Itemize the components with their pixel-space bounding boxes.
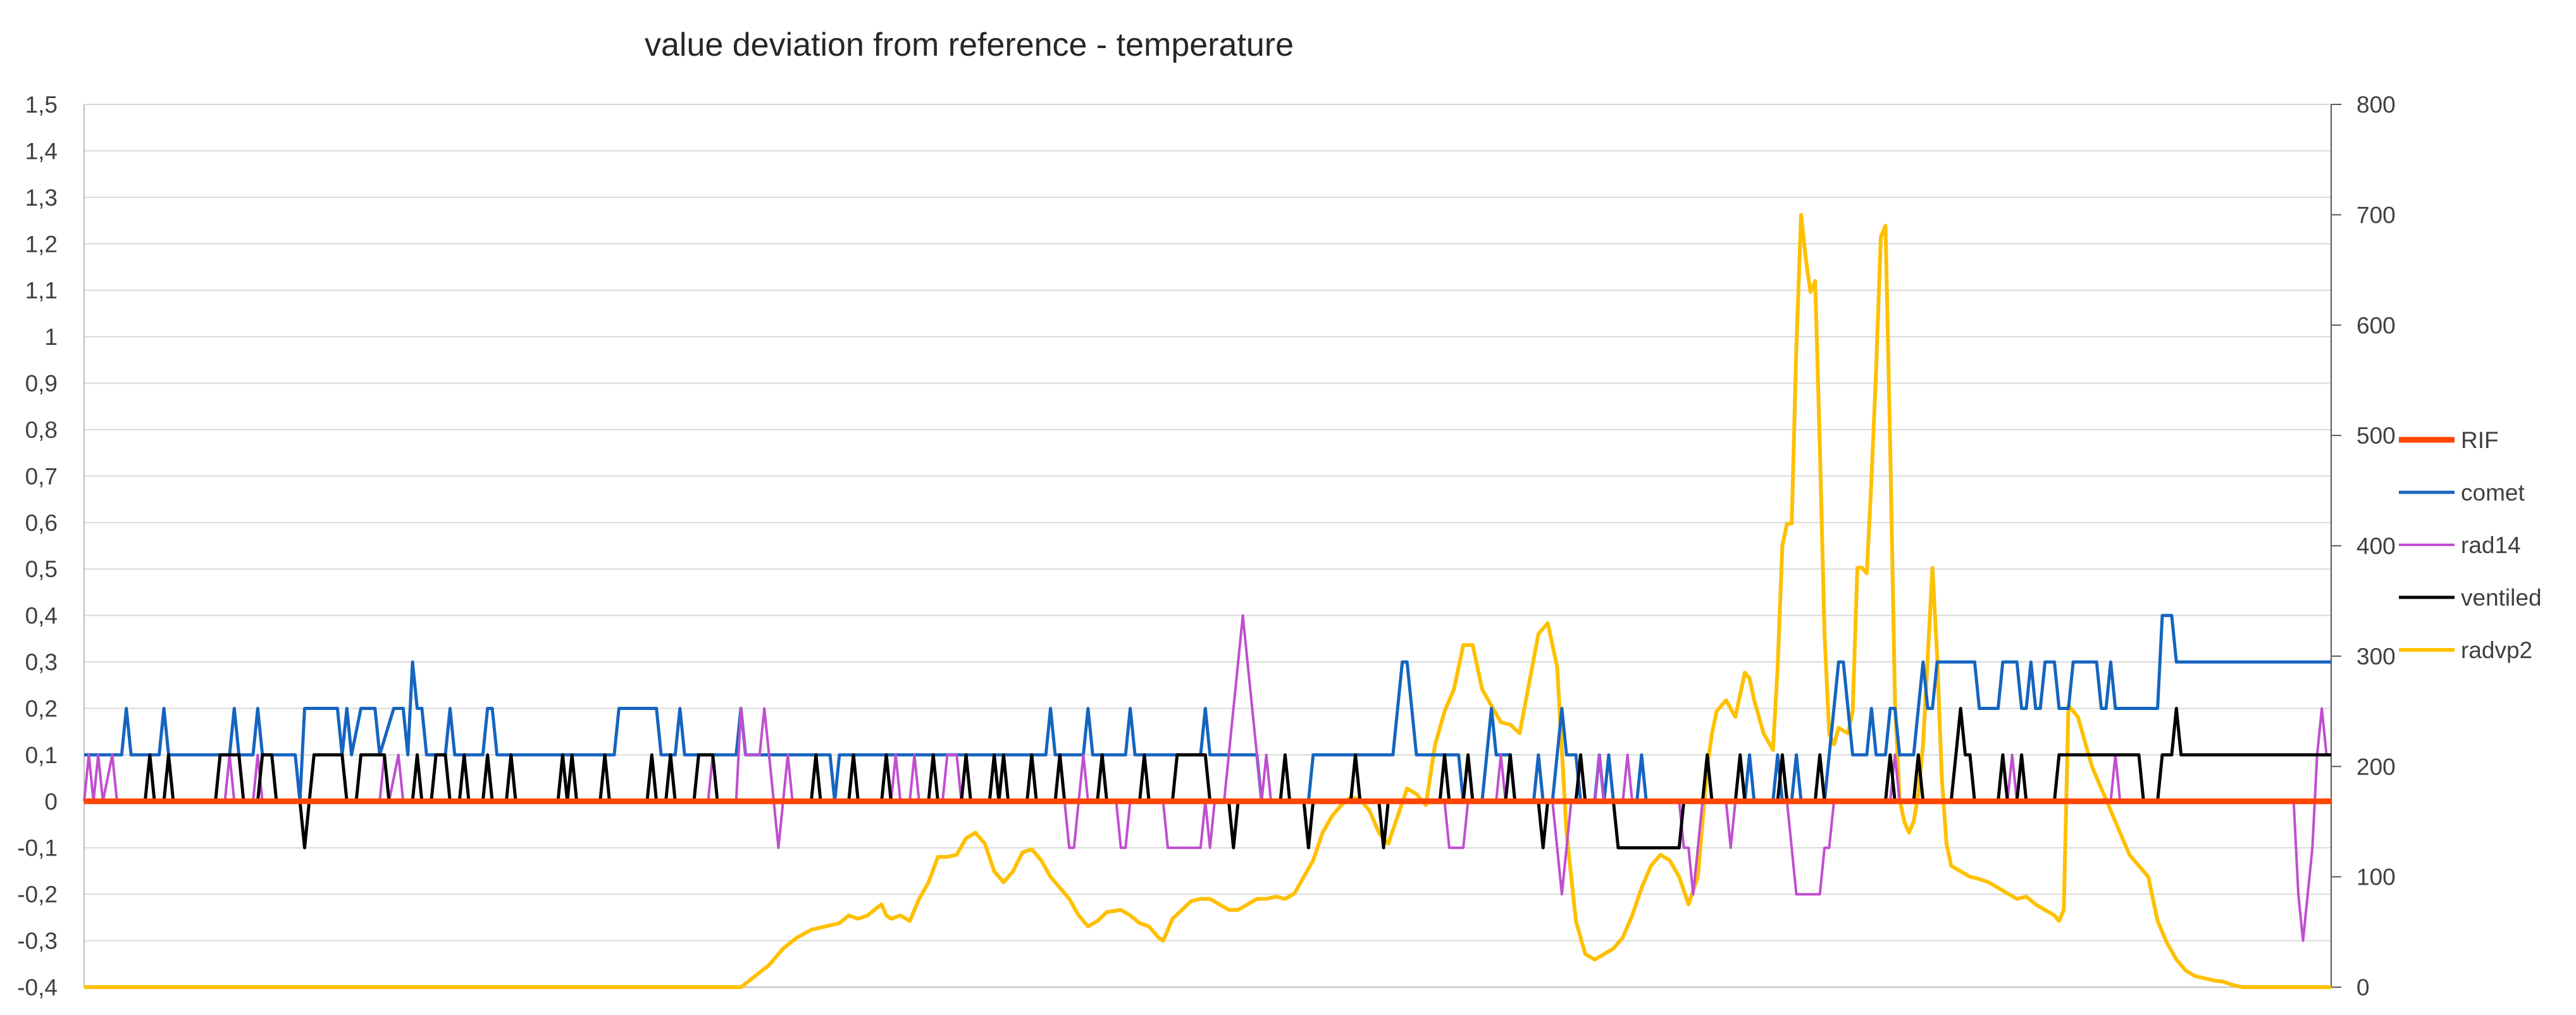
y-left-tick-label: 1,2	[25, 231, 58, 257]
y-left-tick-label: -0,2	[17, 881, 58, 907]
legend-label-comet: comet	[2461, 480, 2525, 506]
y-left-tick-label: 0,3	[25, 649, 58, 675]
y-left-tick-label: -0,3	[17, 928, 58, 954]
legend-label-ventiled: ventiled	[2461, 585, 2542, 611]
y-right-tick-label: 400	[2356, 533, 2396, 559]
y-left-tick-label: 0,2	[25, 695, 58, 721]
y-right-tick-label: 300	[2356, 644, 2396, 669]
y-left-tick-label: 0,9	[25, 371, 58, 397]
legend: RIF comet rad14 ventiled radvp2	[2399, 427, 2542, 663]
y-left-tick-label: 0,4	[25, 603, 58, 629]
y-left-tick-label: 0,5	[25, 556, 58, 582]
axes	[84, 104, 2332, 988]
y-left-tick-label: 1,5	[25, 92, 58, 118]
y-right-tick-label: 200	[2356, 754, 2396, 780]
y-left-tick-label: 0,7	[25, 463, 58, 489]
y-right-tick-label: 700	[2356, 202, 2396, 228]
y-left-tick-label: 0,8	[25, 417, 58, 443]
y-right-tick-label: 0	[2356, 975, 2370, 1000]
y-left-tick-label: 0,6	[25, 510, 58, 536]
y-right-tick-label: 500	[2356, 423, 2396, 449]
y-right-tick-label: 100	[2356, 864, 2396, 890]
legend-label-rad14: rad14	[2461, 532, 2521, 558]
y-right-tick-label: 600	[2356, 313, 2396, 339]
y-right-tick-label: 800	[2356, 92, 2396, 118]
y-left-tick-label: 1	[44, 324, 58, 350]
legend-label-rif: RIF	[2461, 427, 2499, 453]
legend-label-radvp2: radvp2	[2461, 637, 2532, 663]
y-left-tick-label: 0,1	[25, 742, 58, 768]
right-axis-ticks: 800 700 600 500 400 300 200 100 0	[2331, 92, 2396, 1000]
y-left-tick-label: -0,4	[17, 975, 58, 1000]
series-line-comet	[84, 614, 2331, 803]
y-left-tick-label: 0	[44, 788, 58, 814]
series-line-radvp2	[84, 213, 2331, 989]
y-left-tick-label: 1,3	[25, 185, 58, 211]
y-left-tick-label: 1,4	[25, 138, 58, 164]
left-axis-ticks: 1,5 1,4 1,3 1,2 1,1 1 0,9 0,8 0,7 0,6 0,5 0,4 0,3 0,2…	[17, 92, 58, 1000]
y-left-tick-label: -0,1	[17, 835, 58, 861]
y-left-tick-label: 1,1	[25, 278, 58, 304]
gridlines	[84, 104, 2331, 988]
chart-title: value deviation from reference - tempera…	[645, 27, 1294, 63]
series-layer	[83, 213, 2331, 989]
